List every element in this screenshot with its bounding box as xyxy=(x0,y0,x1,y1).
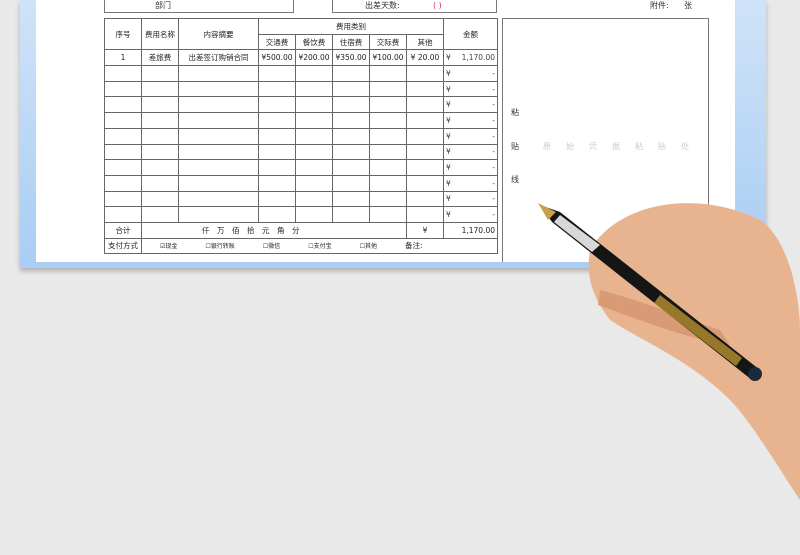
payment-row: 支付方式 ☑现金 ☐银行转账 ☐微信 ☐支付宝 ☐其他 备注: xyxy=(104,237,498,255)
payment-option[interactable]: ☐支付宝 xyxy=(308,243,332,251)
header-desc: 内容摘要 xyxy=(178,17,259,51)
days-box: 出差天数: ( ) xyxy=(332,0,497,13)
expense-table: 序号 费用名称 内容摘要 费用类别 金额 交通费 餐饮费 住宿费 交际费 其他 … xyxy=(104,17,498,255)
table-row: 1 差旅费 出差签订购销合同 ¥500.00 ¥200.00 ¥350.00 ¥… xyxy=(104,49,498,67)
total-row: 合计仟 万 佰 拾 元 角 分 ¥1,170.00 xyxy=(104,221,498,239)
days-label: 出差天数: xyxy=(365,1,400,10)
table-row: ¥ - xyxy=(104,65,498,82)
dept-label: 部门 xyxy=(155,1,171,10)
paste-hint: 原始凭据粘贴处 xyxy=(543,142,704,151)
paste-char: 粘 xyxy=(511,108,519,117)
paste-area: 粘 贴 线 原始凭据粘贴处 xyxy=(502,18,709,262)
note-label: 备注: xyxy=(405,241,423,251)
attach-unit: 张 xyxy=(684,1,692,10)
table-row: ¥ - xyxy=(104,190,498,208)
days-value[interactable]: ( ) xyxy=(433,1,442,10)
payment-option[interactable]: ☐银行转账 xyxy=(205,243,235,251)
header-amount: 金额 xyxy=(443,17,498,51)
table-row: ¥ - xyxy=(104,159,498,176)
table-row: ¥ - xyxy=(104,127,498,145)
paste-char: 贴 xyxy=(511,142,519,151)
payment-option[interactable]: ☐其他 xyxy=(359,243,378,251)
attach-label: 附件: xyxy=(650,1,669,10)
dept-box: 部门 xyxy=(104,0,294,13)
table-row: ¥ - xyxy=(104,143,498,161)
payment-option[interactable]: ☐微信 xyxy=(262,243,281,251)
payment-option[interactable]: ☑现金 xyxy=(160,243,178,251)
paste-char: 线 xyxy=(511,175,519,184)
table-row: ¥ - xyxy=(104,174,498,192)
